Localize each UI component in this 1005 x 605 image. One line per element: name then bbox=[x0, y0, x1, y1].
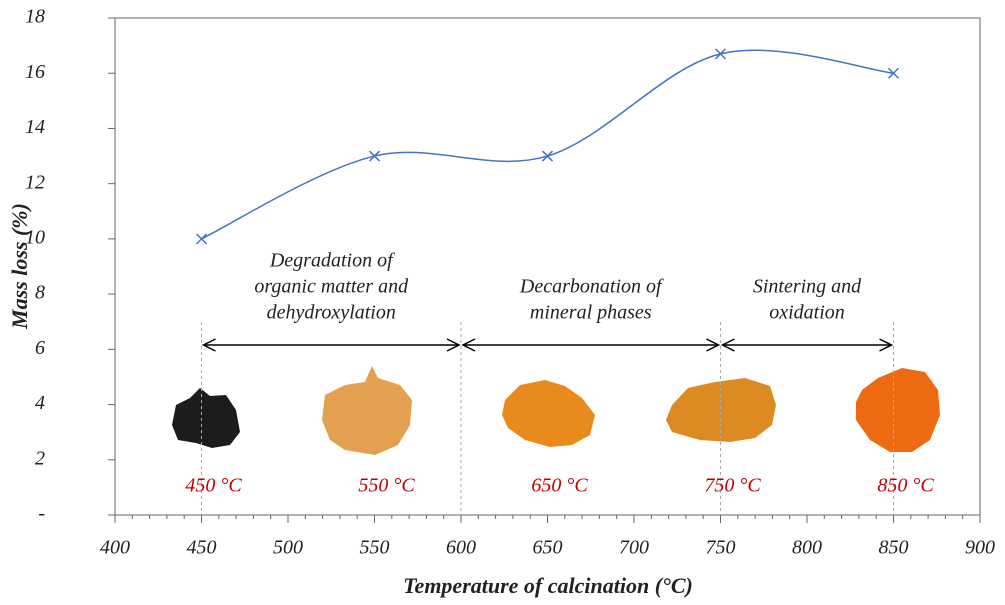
arrow-head bbox=[879, 338, 894, 352]
sample-750 bbox=[666, 378, 776, 442]
sample-label: 450 °C bbox=[185, 475, 242, 497]
x-tick-label: 600 bbox=[446, 537, 476, 559]
y-tick-label: 12 bbox=[25, 171, 45, 193]
y-axis-label: Mass loss (%) bbox=[7, 203, 32, 330]
x-tick-label: 800 bbox=[792, 537, 822, 559]
arrow-head bbox=[461, 338, 476, 352]
region-label: Decarbonation of bbox=[519, 276, 664, 298]
y-tick-label: 14 bbox=[25, 116, 45, 138]
marker bbox=[195, 233, 208, 245]
marker bbox=[368, 150, 381, 162]
x-tick-label: 700 bbox=[619, 537, 649, 559]
sample-label: 650 °C bbox=[531, 475, 588, 497]
y-tick-label: 4 bbox=[35, 392, 45, 414]
sample-label: 850 °C bbox=[877, 475, 934, 497]
marker bbox=[714, 48, 727, 60]
x-tick-label: 900 bbox=[965, 537, 995, 559]
y-tick-label: 8 bbox=[35, 282, 45, 304]
marker bbox=[541, 150, 554, 162]
region-label: mineral phases bbox=[530, 302, 652, 324]
sample-label: 750 °C bbox=[704, 475, 761, 497]
region-label: organic matter and bbox=[254, 276, 409, 298]
sample-550 bbox=[322, 366, 412, 455]
y-tick-label: 10 bbox=[25, 226, 45, 248]
sample-label: 550 °C bbox=[358, 475, 415, 497]
y-tick-label: 16 bbox=[25, 61, 45, 83]
y-tick-label: 18 bbox=[25, 6, 45, 28]
y-tick-label: - bbox=[38, 503, 45, 525]
region-label: Sintering and bbox=[753, 276, 862, 298]
y-tick-label: 2 bbox=[35, 447, 45, 469]
sample-450 bbox=[172, 388, 240, 448]
arrow-head bbox=[446, 338, 461, 352]
x-tick-label: 850 bbox=[879, 537, 909, 559]
sample-850 bbox=[856, 368, 940, 452]
x-tick-label: 450 bbox=[187, 537, 217, 559]
arrow-head bbox=[706, 338, 721, 352]
sample-650 bbox=[502, 380, 595, 447]
x-axis-label: Temperature of calcination (°C) bbox=[403, 573, 693, 598]
x-tick-label: 400 bbox=[100, 537, 130, 559]
region-label: oxidation bbox=[769, 302, 845, 324]
x-tick-label: 500 bbox=[273, 537, 303, 559]
x-tick-label: 550 bbox=[360, 537, 390, 559]
region-label: Degradation of bbox=[269, 250, 395, 272]
marker bbox=[887, 67, 900, 79]
y-tick-label: 6 bbox=[35, 337, 45, 359]
sample-photos bbox=[172, 366, 940, 455]
region-label: dehydroxylation bbox=[267, 302, 396, 324]
line bbox=[201, 49, 894, 240]
x-tick-label: 650 bbox=[533, 537, 563, 559]
arrow-head bbox=[201, 338, 216, 352]
x-tick-label: 750 bbox=[706, 537, 736, 559]
arrow-head bbox=[720, 338, 735, 352]
